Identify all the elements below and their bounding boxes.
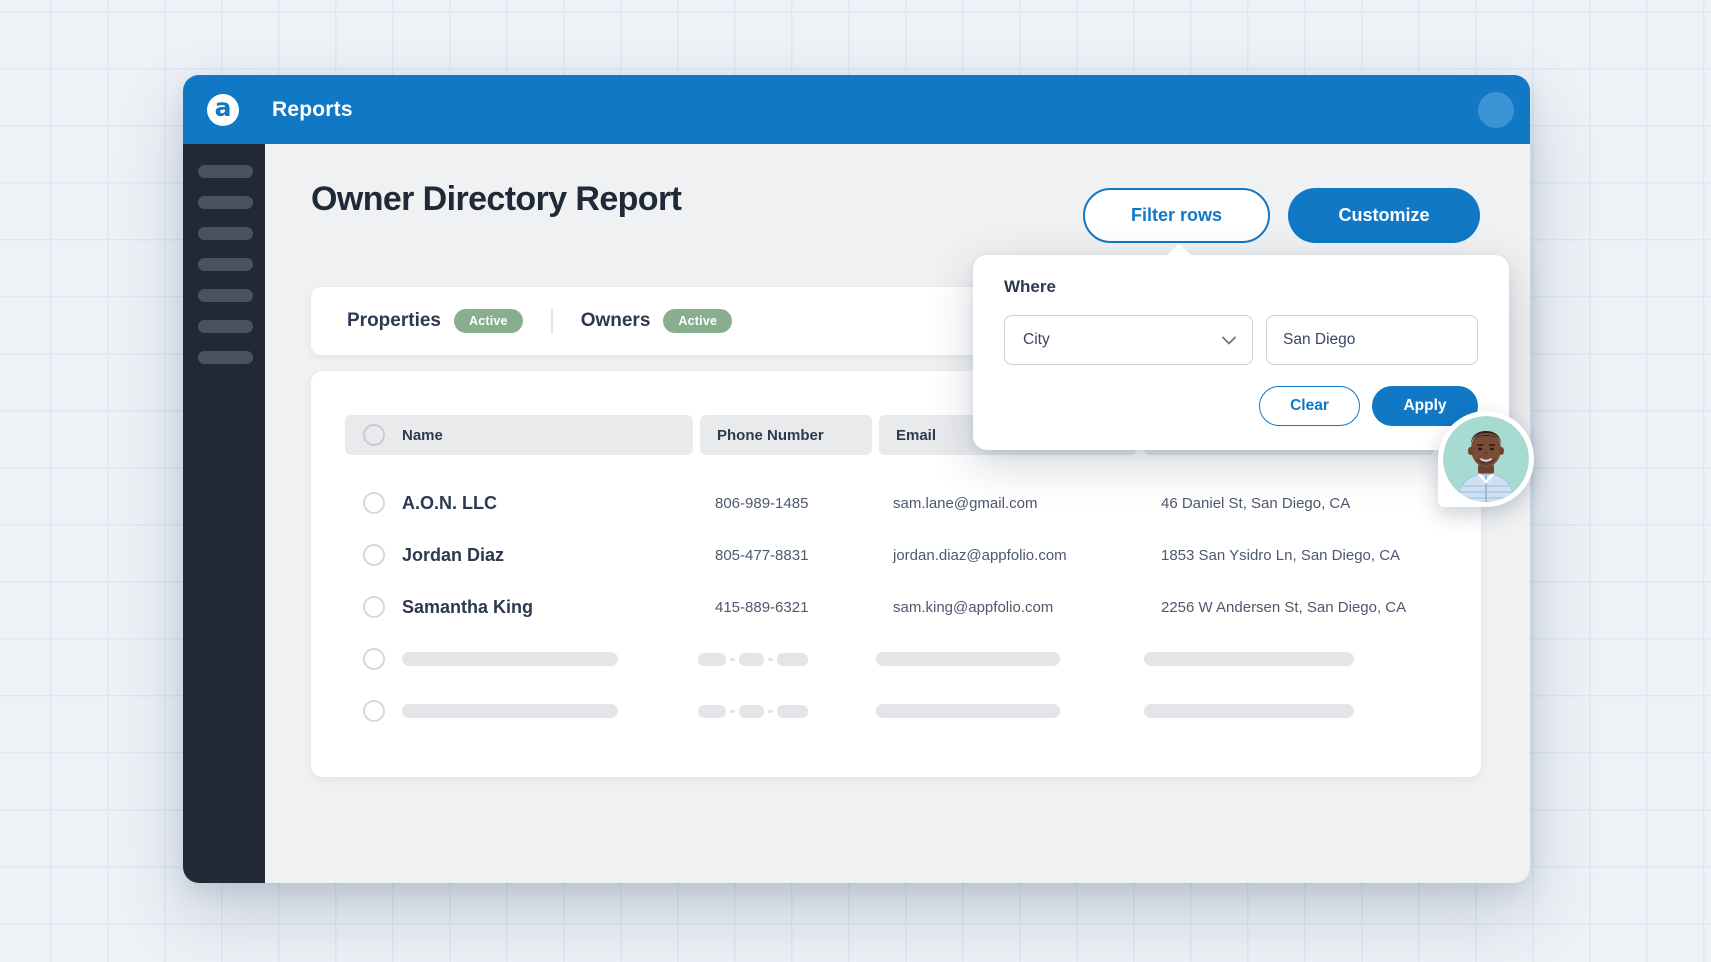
top-bar: a Reports — [183, 75, 1530, 144]
owner-phone: 415-889-6321 — [715, 598, 809, 616]
chevron-down-icon — [1222, 336, 1236, 344]
appfolio-logo-icon: a — [207, 93, 239, 126]
sidebar-nav-item[interactable] — [198, 320, 253, 333]
filter-popover: Where City Clear Apply — [973, 243, 1509, 450]
owner-email: sam.king@appfolio.com — [893, 598, 1054, 616]
row-checkbox[interactable] — [363, 596, 385, 618]
owner-phone: 806-989-1485 — [715, 494, 809, 512]
column-header-phone-label: Phone Number — [717, 426, 824, 444]
tab-owners[interactable]: Owners — [580, 310, 651, 331]
filter-rows-button[interactable]: Filter rows — [1083, 188, 1270, 243]
sidebar-nav-item[interactable] — [198, 165, 253, 178]
table-row[interactable]: Samantha King 415-889-6321 sam.king@appf… — [311, 581, 1481, 633]
properties-active-badge: Active — [453, 309, 523, 333]
row-checkbox[interactable] — [363, 544, 385, 566]
sidebar-nav-item[interactable] — [198, 258, 253, 271]
user-avatar-placeholder[interactable] — [1478, 91, 1514, 128]
sidebar-nav-item[interactable] — [198, 289, 253, 302]
table-body: A.O.N. LLC 806-989-1485 sam.lane@gmail.c… — [311, 477, 1481, 737]
owners-active-badge: Active — [663, 309, 733, 333]
table-row-skeleton — [311, 633, 1481, 685]
app-window: a Reports Owner Directory Report Filter … — [183, 75, 1530, 883]
person-avatar-photo — [1438, 411, 1534, 507]
skeleton-phone-bar — [698, 652, 876, 666]
column-header-phone[interactable]: Phone Number — [700, 415, 872, 455]
owner-email: sam.lane@gmail.com — [893, 494, 1038, 512]
sidebar-nav-item[interactable] — [198, 351, 253, 364]
tab-divider — [550, 308, 553, 334]
skeleton-address-bar — [1144, 704, 1354, 718]
row-checkbox[interactable] — [363, 648, 385, 670]
column-header-email-label: Email — [896, 426, 937, 444]
table-row[interactable]: Jordan Diaz 805-477-8831 jordan.diaz@app… — [311, 529, 1481, 581]
owner-address: 46 Daniel St, San Diego, CA — [1161, 494, 1351, 512]
sidebar-nav-item[interactable] — [198, 227, 253, 240]
owner-name: Jordan Diaz — [402, 544, 505, 565]
owner-address: 2256 W Andersen St, San Diego, CA — [1161, 598, 1407, 616]
tab-properties[interactable]: Properties — [347, 310, 441, 331]
skeleton-email-bar — [876, 652, 1144, 666]
skeleton-email-bar — [876, 704, 1144, 718]
row-checkbox[interactable] — [363, 700, 385, 722]
column-header-name[interactable]: Name — [345, 415, 693, 455]
person-photo-illustration — [1443, 416, 1529, 502]
clear-button[interactable]: Clear — [1259, 386, 1360, 426]
select-all-checkbox[interactable] — [363, 424, 385, 446]
owner-phone: 805-477-8831 — [715, 546, 809, 564]
filter-value-input[interactable] — [1266, 315, 1478, 365]
table-row-skeleton — [311, 685, 1481, 737]
skeleton-address-bar — [1144, 652, 1354, 666]
filter-popover-title: Where — [1004, 277, 1056, 296]
owner-address: 1853 San Ysidro Ln, San Diego, CA — [1161, 546, 1401, 564]
skeleton-phone-bar — [698, 704, 876, 718]
skeleton-name-bar — [385, 704, 698, 718]
sidebar-nav-item[interactable] — [198, 196, 253, 209]
owner-email: jordan.diaz@appfolio.com — [893, 546, 1067, 564]
row-checkbox[interactable] — [363, 492, 385, 514]
page-title: Owner Directory Report — [311, 180, 682, 218]
appfolio-logo-letter: a — [214, 93, 232, 122]
skeleton-name-bar — [385, 652, 698, 666]
sidebar-nav — [183, 144, 265, 883]
filter-field-select-value: City — [1023, 331, 1050, 348]
owner-name: Samantha King — [402, 596, 534, 617]
filter-field-select[interactable]: City — [1004, 315, 1253, 365]
table-row[interactable]: A.O.N. LLC 806-989-1485 sam.lane@gmail.c… — [311, 477, 1481, 529]
owner-name: A.O.N. LLC — [402, 492, 497, 513]
topbar-title: Reports — [272, 97, 353, 121]
column-header-name-label: Name — [402, 426, 443, 444]
customize-button[interactable]: Customize — [1288, 188, 1480, 243]
